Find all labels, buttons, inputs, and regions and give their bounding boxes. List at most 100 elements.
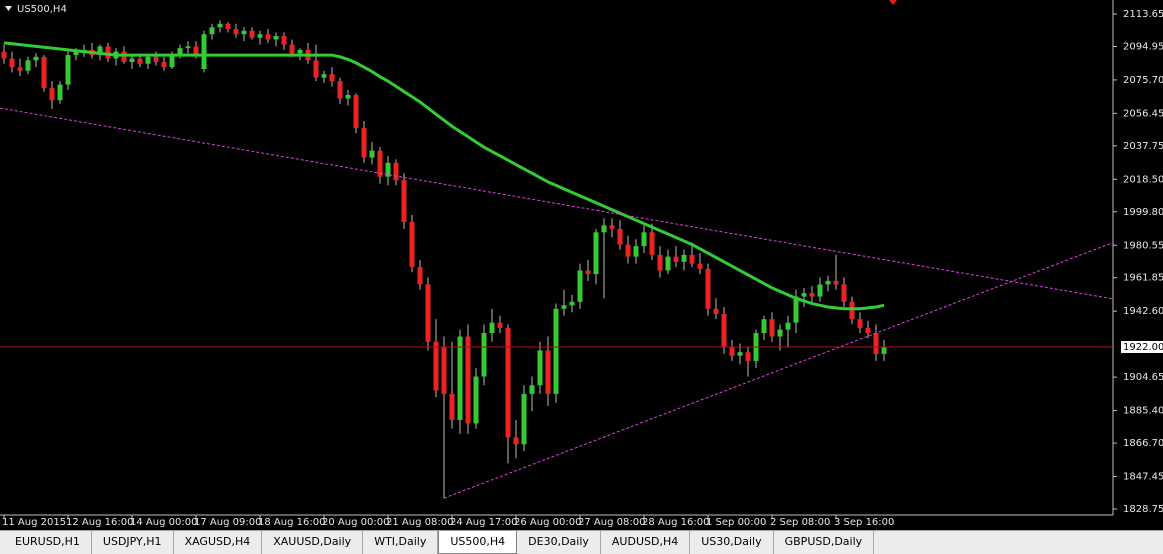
price-label: 1922.00 — [1123, 342, 1163, 353]
candle-body — [177, 48, 183, 56]
candle-body — [633, 246, 639, 257]
candle-body — [241, 30, 247, 35]
x-tick-label: 18 Aug 16:00 — [258, 517, 325, 528]
y-tick-label: 2037.75 — [1123, 141, 1163, 152]
candle-body — [529, 385, 535, 394]
candle-body — [25, 60, 31, 71]
symbol-tab[interactable]: WTI,Daily — [363, 531, 439, 554]
candle-body — [537, 350, 543, 386]
symbol-tab[interactable]: USDJPY,H1 — [92, 531, 174, 554]
candle-body — [481, 333, 487, 377]
y-tick-label: 1828.75 — [1123, 504, 1163, 515]
candle-body — [761, 319, 767, 334]
x-tick-label: 24 Aug 17:00 — [450, 517, 517, 528]
candle-body — [33, 56, 39, 61]
moving-average — [3, 41, 885, 311]
candle-body — [121, 51, 127, 63]
y-tick-label: 1999.80 — [1123, 207, 1163, 218]
menu-arrow[interactable] — [5, 6, 12, 11]
y-tick-label: 1847.45 — [1123, 472, 1163, 483]
candle-body — [585, 270, 591, 275]
candle-body — [361, 128, 367, 158]
x-tick-label: 17 Aug 09:00 — [194, 517, 261, 528]
candle-body — [513, 437, 519, 445]
symbol-tab[interactable]: EURUSD,H1 — [4, 531, 92, 554]
candle-body — [777, 329, 783, 337]
y-tick-label: 1885.40 — [1123, 406, 1163, 417]
candle-body — [873, 333, 879, 354]
candle-body — [697, 263, 703, 269]
candle-body — [673, 256, 679, 262]
symbol-tab[interactable]: AUDUSD,H4 — [601, 531, 691, 554]
y-tick-label: 2075.70 — [1123, 75, 1163, 86]
candle-body — [369, 150, 375, 158]
candle-body — [153, 56, 159, 63]
candle-body — [593, 232, 599, 275]
price-label-box — [1121, 340, 1163, 353]
x-tick-label: 26 Aug 00:00 — [514, 517, 581, 528]
symbol-tab[interactable]: DE30,Daily — [517, 531, 601, 554]
candle-body — [289, 44, 295, 54]
symbol-tab[interactable]: XAGUSD,H4 — [174, 531, 263, 554]
candle-body — [713, 308, 719, 314]
candle-body — [657, 254, 663, 271]
candle-body — [353, 95, 359, 129]
candle-body — [601, 225, 607, 233]
candle-body — [801, 293, 807, 297]
x-tick-label: 21 Aug 08:00 — [386, 517, 453, 528]
x-tick-label: 27 Aug 08:00 — [578, 517, 645, 528]
candle-body — [129, 58, 135, 63]
x-tick-label: 12 Aug 16:00 — [66, 517, 133, 528]
candle-body — [617, 228, 623, 245]
chart-title: US500,H4 — [17, 4, 67, 15]
candle-body — [609, 225, 615, 229]
candle-body — [737, 352, 743, 356]
y-tick-label: 2113.65 — [1123, 9, 1163, 20]
candle-body — [193, 46, 199, 56]
candle-body — [641, 232, 647, 247]
candle-body — [393, 162, 399, 181]
candle-body — [209, 27, 215, 35]
candle-body — [705, 268, 711, 309]
y-tick-label: 1980.55 — [1123, 240, 1163, 251]
candle-body — [441, 346, 447, 394]
y-tick-label: 1904.65 — [1123, 372, 1163, 383]
x-tick-label: 2 Sep 08:00 — [770, 517, 830, 528]
symbol-tab[interactable]: XAUUSD,Daily — [262, 531, 364, 554]
candle-body — [257, 34, 263, 38]
candle-body — [97, 46, 103, 56]
candle-body — [521, 393, 527, 445]
y-tick-label: 1942.60 — [1123, 306, 1163, 317]
tab-bar: EURUSD,H1 USDJPY,H1 XAGUSD,H4 XAUUSD,Daily W… — [0, 530, 1163, 554]
x-tick-label: 11 Aug 2015 — [2, 517, 66, 528]
candle-body — [17, 67, 23, 71]
candle-body — [225, 23, 231, 30]
candle-body — [329, 74, 335, 82]
symbol-tab[interactable]: US500,H4 — [438, 531, 518, 554]
candle-body — [65, 55, 71, 85]
candle-body — [793, 296, 799, 323]
candle-body — [681, 254, 687, 262]
candle-body — [217, 23, 223, 28]
x-tick-label: 28 Aug 16:00 — [642, 517, 709, 528]
candle-body — [489, 322, 495, 334]
candle-body — [345, 95, 351, 99]
candle-body — [809, 293, 815, 297]
candle-body — [145, 56, 151, 64]
candle-body — [729, 346, 735, 356]
symbol-tab[interactable]: US30,Daily — [690, 531, 774, 554]
symbol-tab[interactable]: GBPUSD,Daily — [774, 531, 875, 554]
candle-body — [473, 376, 479, 424]
candle-body — [265, 34, 271, 40]
trendline — [0, 107, 1113, 300]
x-tick-label: 1 Sep 00:00 — [706, 517, 766, 528]
candle-body — [233, 29, 239, 35]
plot-area — [0, 20, 1113, 499]
candle-body — [281, 35, 287, 45]
candle-body — [569, 301, 575, 306]
candle-body — [505, 327, 511, 438]
y-tick-label: 2094.95 — [1123, 41, 1163, 52]
candle-body — [49, 88, 55, 101]
candle-body — [721, 313, 727, 347]
